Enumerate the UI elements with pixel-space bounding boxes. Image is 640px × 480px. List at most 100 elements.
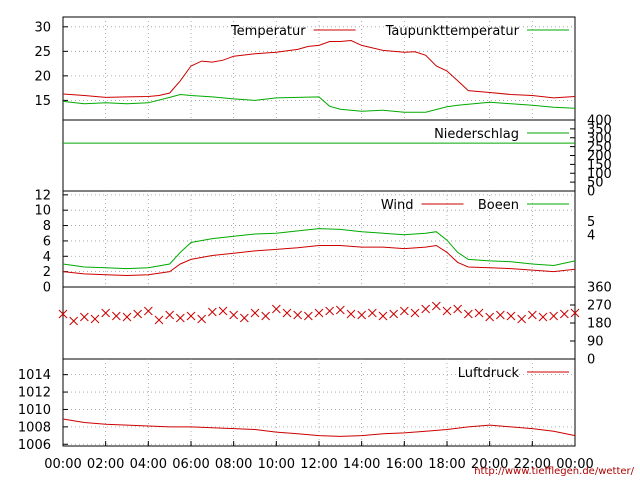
direction-point [197,314,207,324]
direction-point [207,307,217,317]
y-tick-label: 30 [34,20,51,35]
direction-point [111,311,121,321]
y-tick-label: 1014 [18,368,51,383]
x-tick-label: 00:00 [44,457,81,472]
right-tick-label: 5 [587,215,595,230]
direction-point [346,309,356,319]
y-tick-label: 15 [34,94,51,109]
direction-point [218,306,228,316]
y-tick-label: 25 [34,45,51,60]
direction-point [559,309,569,319]
x-tick-label: 16:00 [386,457,423,472]
series-line-boeen [62,228,576,270]
x-tick-label: 04:00 [130,457,167,472]
direction-point [389,309,399,319]
direction-point [239,313,249,323]
legend-label: Niederschlag [434,127,519,142]
direction-point [90,314,100,324]
direction-point [549,311,559,321]
y-tick-label: 250 [587,140,612,155]
y-tick-label: 0 [43,281,51,296]
direction-point [133,309,143,319]
x-tick-label: 00:00 [556,457,593,472]
y-tick-label: 12 [34,188,51,203]
y-tick-label: 0 [587,353,595,368]
series-line-taupunkttemperatur [62,93,576,113]
panel-frame [62,286,576,360]
wind-direction-panel: 0 90 180 270 360 [58,281,612,368]
direction-point [367,308,377,318]
direction-point [175,313,185,323]
direction-point [186,311,196,321]
direction-point [79,312,89,322]
direction-point [143,306,153,316]
y-tick-label: 0 [587,185,595,200]
y-tick-label: 50 [587,176,604,191]
y-tick-label: 20 [34,69,51,84]
x-tick-label: 14:00 [343,457,380,472]
legend-label: Taupunkttemperatur [385,24,520,39]
y-tick-label: 4 [43,250,51,265]
series-line-wind [62,244,576,277]
y-tick-label: 200 [587,149,612,164]
y-tick-label: 1008 [18,420,51,435]
direction-point [399,306,409,316]
direction-point [485,312,495,322]
direction-point [282,308,292,318]
direction-point [453,304,463,314]
y-tick-label: 90 [587,335,604,350]
x-tick-label: 20:00 [471,457,508,472]
temperature-panel: 15 20 25 30 Taupunkttemperatur Temperatur [34,16,576,121]
legend-label: Wind [381,198,414,213]
direction-point [495,310,505,320]
y-tick-label: 300 [587,131,612,146]
direction-point [229,310,239,320]
direction-point [517,314,527,324]
y-tick-label: 2 [43,265,51,280]
y-tick-label: 350 [587,122,612,137]
direction-point [527,310,537,320]
direction-point [293,310,303,320]
direction-point [335,305,345,315]
x-tick-label: 18:00 [428,457,465,472]
direction-point [58,309,68,319]
direction-point [421,304,431,314]
direction-point [101,308,111,318]
x-tick-label: 22:00 [514,457,551,472]
direction-point [303,311,313,321]
y-tick-label: 1006 [18,438,51,453]
time-axis: 00:00 02:00 04:00 06:00 08:00 10:00 12:00 14:00… [44,441,594,472]
direction-point [538,312,548,322]
wind-direction-markers [58,301,580,326]
y-tick-label: 360 [587,281,612,296]
x-tick-label: 12:00 [300,457,337,472]
x-tick-label: 06:00 [172,457,209,472]
direction-point [165,310,175,320]
series-line-luftdruck [62,418,576,437]
y-tick-label: 270 [587,299,612,314]
right-tick-label: 4 [587,228,595,243]
x-tick-label: 08:00 [215,457,252,472]
y-tick-label: 150 [587,158,612,173]
direction-point [378,311,388,321]
direction-point [271,304,281,314]
direction-point [325,306,335,316]
direction-point [250,308,260,318]
direction-point [463,309,473,319]
direction-point [154,315,164,325]
y-tick-label: 10 [34,204,51,219]
direction-point [442,306,452,316]
direction-point [506,311,516,321]
direction-point [314,308,324,318]
direction-point [122,312,132,322]
y-tick-label: 6 [43,234,51,249]
y-tick-label: 400 [587,114,612,129]
direction-point [431,301,441,311]
legend-label: Boeen [478,198,519,213]
direction-point [410,308,420,318]
y-tick-label: 180 [587,317,612,332]
